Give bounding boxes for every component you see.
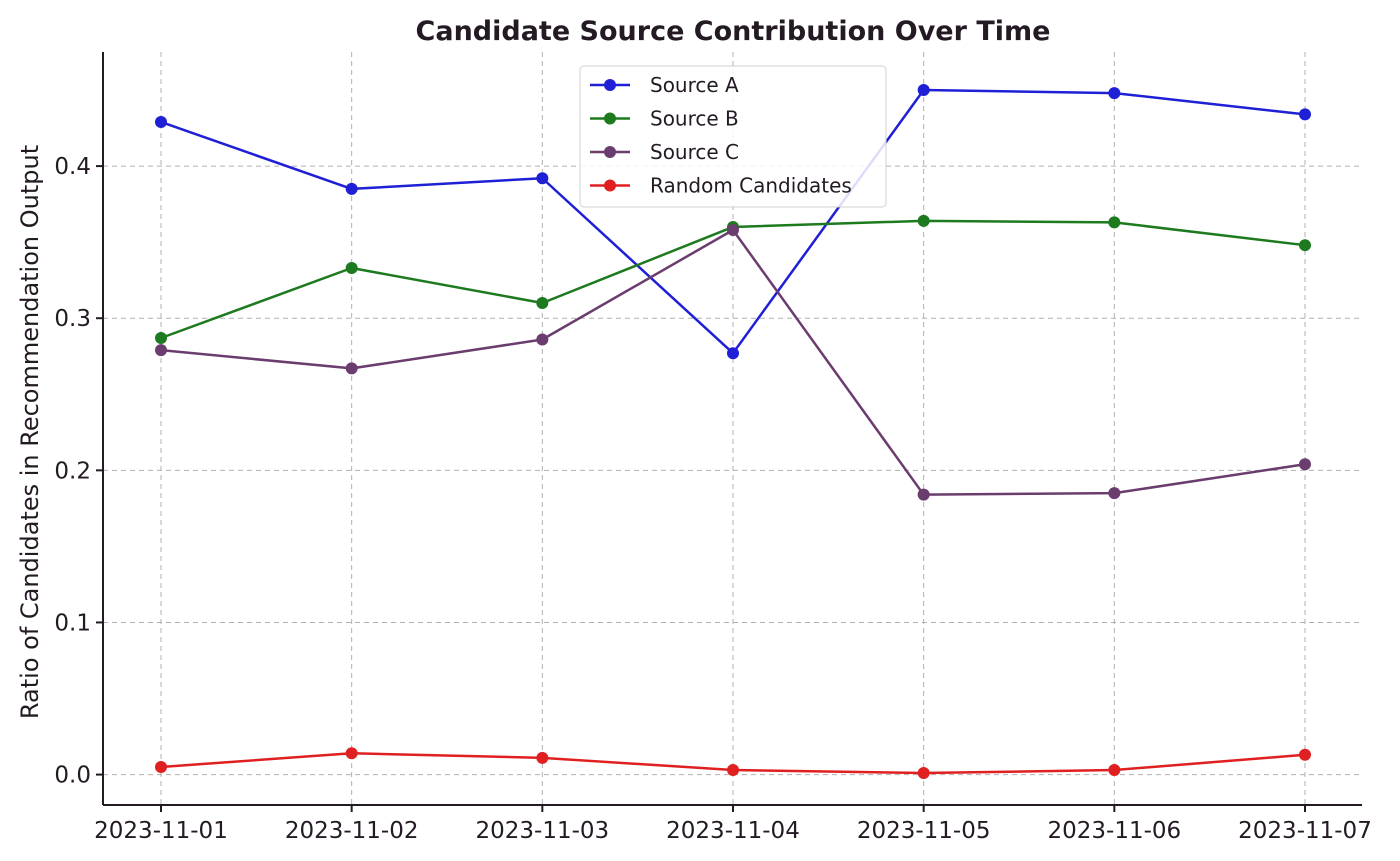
axes: 2023-11-01 2023-11-02 2023-11-03 2023-11-04… [54, 52, 1372, 844]
legend-marker-source-c [604, 146, 616, 158]
series-lines [155, 84, 1311, 780]
y-tick-label: 0.4 [54, 154, 91, 180]
legend-marker-source-a [604, 79, 616, 91]
y-axis-label: Ratio of Candidates in Recommendation Ou… [16, 145, 44, 719]
data-point-source-c [155, 344, 167, 357]
legend-label-source-a: Source A [650, 73, 739, 97]
data-point-random-candidates [1299, 748, 1311, 761]
data-point-random-candidates [536, 751, 549, 764]
data-point-source-b [917, 214, 930, 227]
x-tick-label: 2023-11-03 [475, 818, 609, 844]
y-tick-label: 0.3 [54, 306, 91, 332]
data-point-source-c [1108, 487, 1121, 500]
y-tick-label: 0.1 [54, 610, 91, 636]
x-tick-label: 2023-11-05 [857, 818, 991, 844]
y-tick-label: 0.0 [54, 763, 91, 789]
data-point-random-candidates [727, 764, 739, 777]
x-tick-label: 2023-11-07 [1238, 818, 1372, 844]
data-point-random-candidates [1108, 764, 1121, 777]
data-point-source-a [345, 182, 358, 195]
legend-marker-source-b [604, 112, 616, 125]
legend-item-random-candidates: Random Candidates [590, 174, 852, 198]
legend-label-random-candidates: Random Candidates [650, 174, 852, 198]
x-tick-label: 2023-11-01 [94, 818, 228, 844]
legend-box [579, 65, 887, 208]
legend-marker-random-candidates [604, 179, 616, 192]
data-point-source-c [917, 488, 930, 501]
series-source-a [155, 84, 1311, 360]
data-point-source-b [345, 262, 358, 275]
data-point-source-a [155, 115, 167, 128]
legend: Source A Source B Source C Random Candidate… [579, 65, 887, 208]
data-point-random-candidates [155, 760, 167, 773]
data-point-source-b [1108, 216, 1121, 229]
data-point-source-b [155, 331, 167, 344]
data-point-random-candidates [917, 767, 930, 780]
data-point-source-c [536, 333, 549, 346]
data-point-source-b [1299, 239, 1311, 252]
data-point-source-c [1299, 458, 1311, 471]
data-point-source-c [727, 223, 739, 236]
data-point-source-a [1108, 87, 1121, 100]
data-point-source-c [345, 362, 358, 375]
data-point-source-a [536, 172, 549, 185]
data-point-source-b [536, 297, 549, 309]
legend-label-source-b: Source B [650, 107, 739, 131]
data-point-source-a [917, 84, 930, 97]
data-point-source-a [1299, 108, 1311, 121]
legend-item-source-c: Source C [590, 140, 739, 164]
series-source-c [155, 223, 1311, 501]
legend-item-source-a: Source A [590, 73, 739, 97]
x-tick-label: 2023-11-04 [666, 818, 800, 844]
legend-item-source-b: Source B [590, 107, 739, 131]
x-tick-label: 2023-11-02 [285, 818, 419, 844]
legend-label-source-c: Source C [650, 140, 739, 164]
grid [103, 52, 1362, 805]
data-point-random-candidates [345, 747, 358, 760]
data-point-source-a [727, 347, 739, 360]
y-tick-label: 0.2 [54, 458, 91, 484]
series-random-candidates [155, 747, 1311, 780]
x-tick-label: 2023-11-06 [1047, 818, 1181, 844]
chart-title: Candidate Source Contribution Over Time [416, 16, 1051, 47]
